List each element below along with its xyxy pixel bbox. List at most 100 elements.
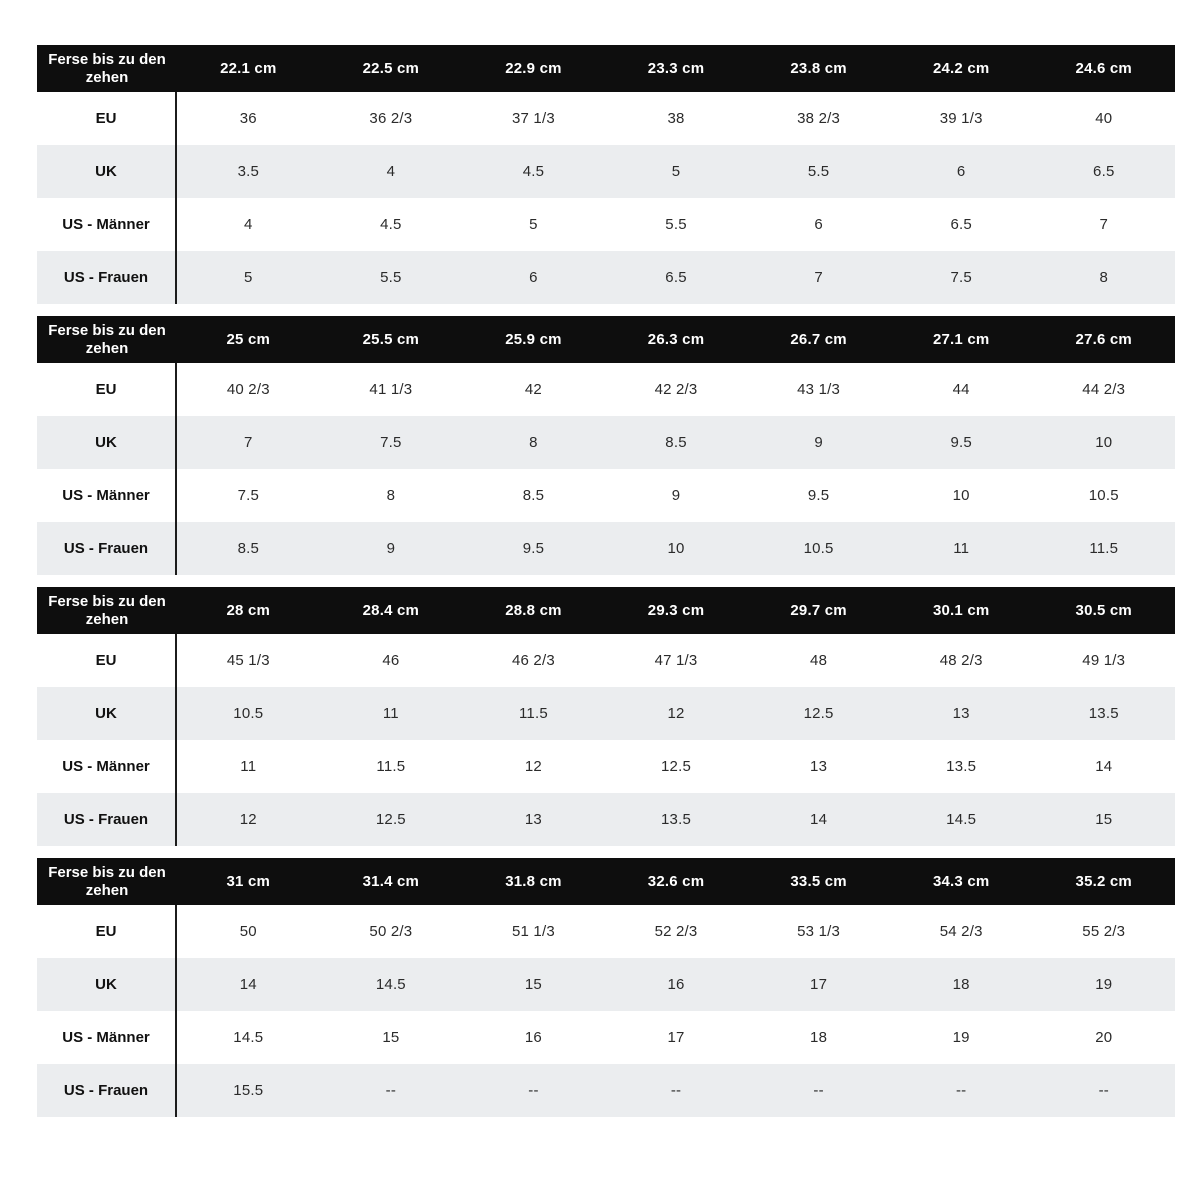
row-label: EU [37,92,177,145]
size-cell: 15 [524,976,542,993]
column-header: 32.6 cm [647,873,705,890]
size-table-2: Ferse bis zu den zehen 25 cm 25.5 cm 25.9 c… [37,316,1175,575]
size-cell: 17 [810,976,828,993]
size-cell: -- [385,1082,397,1099]
size-cell: 10.5 [803,540,834,557]
size-cell: 9 [386,540,396,557]
size-cell: 52 2/3 [654,923,698,940]
row-label: US - Frauen [37,1064,177,1117]
table-row: EU 50 50 2/3 51 1/3 52 2/3 53 1/3 54 2/3 55 2/3 [37,905,1175,958]
size-cell: 11.5 [519,705,548,722]
table-row: US - Frauen 8.5 9 9.5 10 10.5 11 11.5 [37,522,1175,575]
size-cell: 37 1/3 [511,110,555,127]
size-cell: 11 [382,705,399,722]
size-cell: 16 [667,976,685,993]
column-header: 34.3 cm [932,873,990,890]
row-label: EU [37,905,177,958]
size-cell: 11 [953,540,970,557]
size-cell: 5.5 [665,216,687,233]
size-cell: 13 [952,705,970,722]
size-cell: 11.5 [376,758,406,775]
size-cell: 7 [244,434,253,451]
size-cell: 4.5 [522,163,545,180]
row-label: UK [37,687,177,740]
size-cell: 19 [952,1029,970,1046]
size-cell: -- [813,1082,824,1099]
corner-label: Ferse bis zu den zehen [48,321,166,357]
row-label: US - Männer [37,740,177,793]
column-header: 29.7 cm [790,602,847,619]
column-header: 26.3 cm [647,331,705,348]
row-label: EU [37,634,177,687]
table-header-row: Ferse bis zu den zehen 28 cm 28.4 cm 28.8 c… [37,587,1175,634]
size-cell: 5.5 [807,163,830,180]
column-header: 22.1 cm [220,60,277,77]
table-row: UK 10.5 11 11.5 12 12.5 13 13.5 [37,687,1175,740]
size-cell: 50 2/3 [369,923,413,940]
row-label: US - Frauen [37,251,177,304]
corner-label: Ferse bis zu den zehen [48,863,166,899]
size-cell: 12 [524,758,542,775]
table-row: UK 3.5 4 4.5 5 5.5 6 6.5 [37,145,1175,198]
row-label: UK [37,416,177,469]
size-cell: 8.5 [522,487,545,504]
size-cell: 55 2/3 [1082,923,1126,940]
table-header-row: Ferse bis zu den zehen 25 cm 25.5 cm 25.9 c… [37,316,1175,363]
size-cell: 46 2/3 [511,652,555,669]
size-cell: 13 [524,811,542,828]
size-cell: 45 1/3 [226,652,270,669]
column-header: 35.2 cm [1075,873,1132,890]
size-cell: 36 2/3 [369,110,413,127]
size-cell: 36 [239,110,257,127]
size-cell: 7 [814,269,823,286]
size-cell: 38 2/3 [797,110,841,127]
size-cell: 48 [810,652,828,669]
size-table-3: Ferse bis zu den zehen 28 cm 28.4 cm 28.8 c… [37,587,1175,846]
table-row: US - Frauen 12 12.5 13 13.5 14 14.5 15 [37,793,1175,846]
size-cell: 4 [386,163,396,180]
table-row: US - Männer 11 11.5 12 12.5 13 13.5 14 [37,740,1175,793]
size-cell: 42 2/3 [654,381,698,398]
size-cell: 5 [671,163,681,180]
size-cell: 6 [529,269,538,286]
size-cell: 43 1/3 [797,381,841,398]
size-cell: 8.5 [665,434,687,451]
row-label: US - Männer [37,198,177,251]
size-cell: 15 [382,1029,400,1046]
size-cell: 4 [244,216,253,233]
table-row: UK 14 14.5 15 16 17 18 19 [37,958,1175,1011]
column-header: 25.5 cm [362,331,420,348]
size-cell: 49 1/3 [1082,652,1126,669]
row-label: US - Männer [37,469,177,522]
size-cell: 10 [1095,434,1113,451]
column-header: 22.9 cm [505,60,562,77]
corner-label: Ferse bis zu den zehen [48,50,166,86]
size-cell: 13 [810,758,828,775]
size-cell: 9.5 [522,540,545,557]
column-header: 26.7 cm [790,331,847,348]
row-label: UK [37,145,177,198]
size-cell: 6.5 [1093,163,1115,180]
size-cell: 50 [239,923,257,940]
column-header: 30.1 cm [932,602,990,619]
table-row: EU 40 2/3 41 1/3 42 42 2/3 43 1/3 44 44 2/3 [37,363,1175,416]
table-row: US - Frauen 15.5 -- -- -- -- -- -- [37,1064,1175,1117]
column-header: 31 cm [226,873,271,890]
size-cell: 54 2/3 [939,923,983,940]
size-cell: 14 [1095,758,1113,775]
size-cell: 4.5 [380,216,402,233]
size-cell: -- [528,1082,539,1099]
size-cell: 14.5 [946,811,977,828]
column-header: 24.2 cm [932,60,990,77]
size-cell: 11 [240,758,257,775]
size-cell: 14 [810,811,828,828]
size-cell: 14.5 [375,976,406,993]
size-cell: 38 [667,110,685,127]
size-cell: 14.5 [233,1029,264,1046]
column-header: 25.9 cm [505,331,562,348]
size-chart: Ferse bis zu den zehen 22.1 cm 22.5 cm 22.9… [37,45,1175,1129]
size-cell: 11.5 [1089,540,1119,557]
table-row: US - Männer 7.5 8 8.5 9 9.5 10 10.5 [37,469,1175,522]
size-cell: 7.5 [237,487,260,504]
size-cell: 6 [956,163,966,180]
